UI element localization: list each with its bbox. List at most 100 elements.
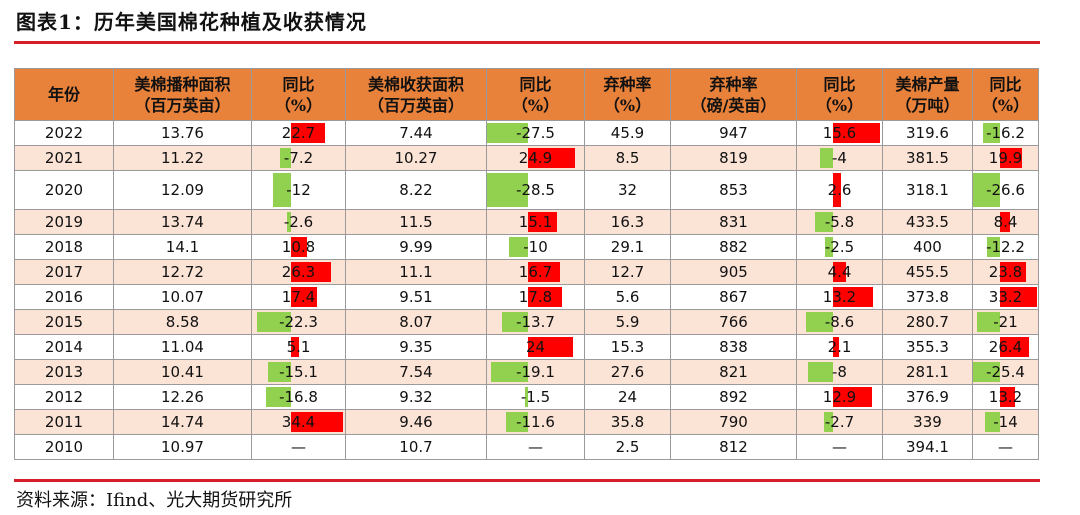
negative-change-bar xyxy=(257,312,292,332)
table-cell: 8.4 xyxy=(972,209,1039,235)
table-header-row: 年份 美棉播种面积 （百万英亩） 同比 （%） 美棉收获面积 （百万英亩） 同比 （%）… xyxy=(14,68,1039,121)
positive-change-bar xyxy=(832,287,873,307)
cell-value: 10.07 xyxy=(161,288,204,306)
negative-change-bar xyxy=(824,412,833,432)
cell-value: 2022 xyxy=(44,124,84,142)
cotton-data-table: 年份 美棉播种面积 （百万英亩） 同比 （%） 美棉收获面积 （百万英亩） 同比 （%）… xyxy=(14,68,1039,460)
cell-value: 19.9 xyxy=(988,149,1023,167)
cell-value: -12.2 xyxy=(986,238,1025,256)
table-cell: 8.5 xyxy=(584,145,671,171)
header-yield-yoy: 同比 （%） xyxy=(796,68,883,121)
table-row: 2011 14.74 34.4 9.46 -11.6 35.8 790 -2.7 339 -14 xyxy=(14,409,1039,435)
cell-value: 12.09 xyxy=(161,181,204,199)
positive-change-bar xyxy=(832,387,873,407)
header-year: 年份 xyxy=(14,68,114,121)
cell-value: 22.7 xyxy=(281,124,316,142)
cell-value: 790 xyxy=(719,413,748,431)
cell-value: -10 xyxy=(523,238,548,256)
table-cell: 16.7 xyxy=(486,259,585,285)
header-production: 美棉产量 （万吨） xyxy=(882,68,973,121)
year-cell: 2016 xyxy=(14,284,114,310)
cell-value: -1.5 xyxy=(520,388,551,406)
table-row: 2019 13.74 -2.6 11.5 15.1 16.3 831 -5.8 433.5 8.4 xyxy=(14,209,1039,235)
cell-value: 34.4 xyxy=(281,413,316,431)
cell-value: -26.6 xyxy=(986,181,1025,199)
cell-value: 867 xyxy=(719,288,748,306)
header-yield: 弃种率 （磅/英亩） xyxy=(670,68,797,121)
cell-value: 9.51 xyxy=(399,288,433,306)
table-cell: 819 xyxy=(670,145,797,171)
cell-value: 15.6 xyxy=(822,124,857,142)
cell-value: 29.1 xyxy=(610,238,645,256)
positive-change-bar xyxy=(832,262,847,282)
table-row: 2017 12.72 26.3 11.1 16.7 12.7 905 4.4 455.5 23.8 xyxy=(14,259,1039,285)
table-cell: -11.6 xyxy=(486,409,585,435)
positive-change-bar xyxy=(527,337,574,357)
cell-value: 14.1 xyxy=(165,238,200,256)
cell-value: -22.3 xyxy=(279,313,318,331)
cell-value: 318.1 xyxy=(906,181,949,199)
cell-value: -4 xyxy=(832,149,847,167)
table-body: 2022 13.76 22.7 7.44 -27.5 45.9 947 15.6 319.6 -1… xyxy=(14,120,1039,460)
cell-value: — xyxy=(528,438,543,456)
cell-value: 13.2 xyxy=(822,288,857,306)
table-cell: 26.4 xyxy=(972,334,1039,360)
table-cell: 12.9 xyxy=(796,384,883,410)
negative-change-bar xyxy=(501,312,528,332)
table-cell: 10.27 xyxy=(345,145,487,171)
table-cell: -26.6 xyxy=(972,170,1039,210)
table-cell: -22.3 xyxy=(251,309,346,335)
table-cell: 17.4 xyxy=(251,284,346,310)
cell-value: -14 xyxy=(993,413,1018,431)
cell-value: 381.5 xyxy=(906,149,949,167)
table-cell: 13.74 xyxy=(113,209,252,235)
table-cell: 13.2 xyxy=(972,384,1039,410)
table-row: 2015 8.58 -22.3 8.07 -13.7 5.9 766 -8.6 280.7 -21 xyxy=(14,309,1039,335)
cell-value: 766 xyxy=(719,313,748,331)
table-cell: 10.8 xyxy=(251,234,346,260)
table-cell: 13.2 xyxy=(796,284,883,310)
header-harvested-area: 美棉收获面积 （百万英亩） xyxy=(345,68,487,121)
cell-value: 2010 xyxy=(44,438,84,456)
cell-value: 45.9 xyxy=(610,124,645,142)
cell-value: 9.99 xyxy=(399,238,433,256)
cell-value: 2014 xyxy=(44,338,84,356)
positive-change-bar xyxy=(832,337,840,357)
table-cell: 373.8 xyxy=(882,284,973,310)
cell-value: 9.35 xyxy=(399,338,433,356)
table-cell: — xyxy=(486,434,585,460)
negative-change-bar xyxy=(505,412,528,432)
positive-change-bar xyxy=(291,412,344,432)
cell-value: 26.3 xyxy=(281,263,316,281)
cell-value: 9.32 xyxy=(399,388,433,406)
cell-value: 7.44 xyxy=(399,124,433,142)
table-cell: 8.58 xyxy=(113,309,252,335)
negative-change-bar xyxy=(487,173,528,207)
table-cell: 853 xyxy=(670,170,797,210)
table-cell: 14.74 xyxy=(113,409,252,435)
table-cell: -2.7 xyxy=(796,409,883,435)
table-cell: 9.46 xyxy=(345,409,487,435)
table-row: 2021 11.22 -7.2 10.27 24.9 8.5 819 -4 381.5 19.9 xyxy=(14,145,1039,171)
positive-change-bar xyxy=(832,173,841,207)
table-row: 2012 12.26 -16.8 9.32 -1.5 24 892 12.9 376.9 13.2 xyxy=(14,384,1039,410)
positive-change-bar xyxy=(1000,337,1030,357)
cell-value: 5.9 xyxy=(615,313,640,331)
cell-value: 10.41 xyxy=(161,363,204,381)
table-cell: 33.2 xyxy=(972,284,1039,310)
table-row: 2018 14.1 10.8 9.99 -10 29.1 882 -2.5 400 -12.2 xyxy=(14,234,1039,260)
table-cell: 12.7 xyxy=(584,259,671,285)
table-cell: 892 xyxy=(670,384,797,410)
cell-value: 319.6 xyxy=(906,124,949,142)
positive-change-bar xyxy=(291,287,318,307)
cell-value: 2015 xyxy=(44,313,84,331)
table-cell: -14 xyxy=(972,409,1039,435)
cell-value: 455.5 xyxy=(906,263,949,281)
table-cell: 8.22 xyxy=(345,170,487,210)
negative-change-bar xyxy=(825,237,833,257)
table-cell: 10.7 xyxy=(345,434,487,460)
table-cell: 7.44 xyxy=(345,120,487,146)
table-cell: 35.8 xyxy=(584,409,671,435)
table-cell: 455.5 xyxy=(882,259,973,285)
cell-value: -5.8 xyxy=(824,213,855,231)
